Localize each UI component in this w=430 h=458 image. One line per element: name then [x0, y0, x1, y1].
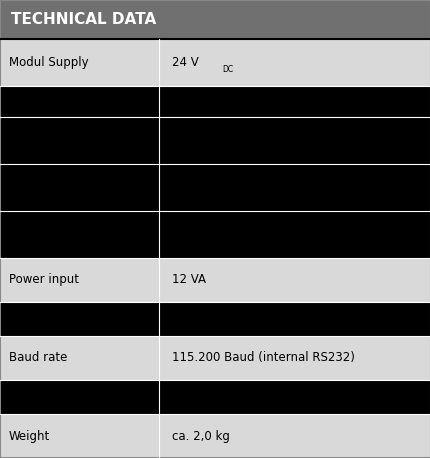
Bar	[0, 211, 159, 258]
Bar	[0, 164, 159, 211]
Text: ca. 2,0 kg: ca. 2,0 kg	[172, 430, 230, 442]
Bar	[159, 211, 430, 258]
Text: Power input: Power input	[9, 273, 78, 286]
Text: Baud rate: Baud rate	[9, 351, 67, 365]
Bar	[0, 86, 159, 117]
Bar	[159, 164, 430, 211]
Bar	[0, 302, 159, 336]
Text: 12 VA: 12 VA	[172, 273, 206, 286]
Text: TECHNICAL DATA: TECHNICAL DATA	[11, 12, 156, 27]
Bar	[0, 0, 430, 39]
Text: 115.200 Baud (internal RS232): 115.200 Baud (internal RS232)	[172, 351, 354, 365]
Bar	[0, 258, 159, 302]
Bar	[159, 39, 430, 86]
Bar	[0, 380, 159, 414]
Bar	[159, 336, 430, 380]
Text: Weight: Weight	[9, 430, 50, 442]
Bar	[0, 117, 159, 164]
Text: 24 V: 24 V	[172, 56, 199, 69]
Bar	[159, 86, 430, 117]
Bar	[0, 414, 159, 458]
Bar	[0, 336, 159, 380]
Bar	[159, 380, 430, 414]
Bar	[159, 117, 430, 164]
Bar	[159, 258, 430, 302]
Text: Modul Supply: Modul Supply	[9, 56, 88, 69]
Bar	[159, 302, 430, 336]
Bar	[159, 414, 430, 458]
Text: DC: DC	[221, 65, 233, 74]
Bar	[0, 39, 159, 86]
